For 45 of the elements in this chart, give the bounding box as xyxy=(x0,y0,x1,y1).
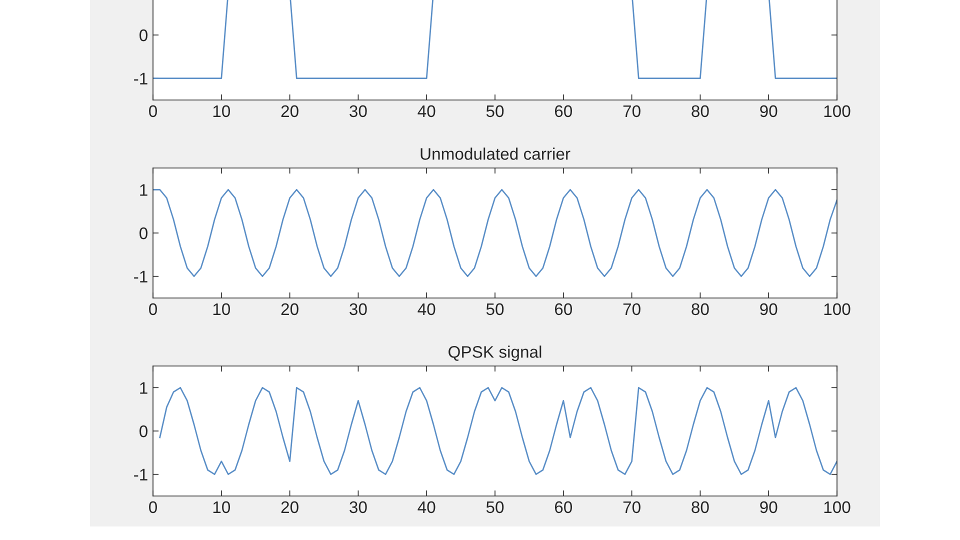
chart-title: Unmodulated carrier xyxy=(420,148,570,160)
x-tick-label: 50 xyxy=(486,105,504,118)
y-tick-label: -1 xyxy=(134,468,148,480)
x-tick-label: 60 xyxy=(554,105,572,118)
x-tick-label: 40 xyxy=(418,105,436,118)
x-tick-label: 80 xyxy=(692,105,709,118)
x-tick-label: 10 xyxy=(213,501,230,514)
x-tick-label: 100 xyxy=(824,501,850,514)
x-tick-label: 70 xyxy=(623,501,640,514)
x-tick-label: 60 xyxy=(554,303,572,316)
x-tick-label: 70 xyxy=(623,105,640,118)
line-series xyxy=(153,188,837,278)
x-tick-label: 10 xyxy=(213,303,230,316)
x-tick-label: 70 xyxy=(623,303,640,316)
x-tick-label: 0 xyxy=(149,105,157,118)
x-tick-label: 30 xyxy=(350,105,367,118)
x-tick-label: 50 xyxy=(486,303,504,316)
x-tick-label: 20 xyxy=(281,501,298,514)
x-tick-label: 10 xyxy=(213,105,230,118)
x-tick-label: 60 xyxy=(554,501,572,514)
line-series xyxy=(159,386,837,476)
y-tick-label: 0 xyxy=(140,29,148,42)
y-tick-label: 1 xyxy=(140,184,148,196)
x-tick-label: 90 xyxy=(760,501,778,514)
x-tick-label: 80 xyxy=(692,501,709,514)
chart-title: QPSK signal xyxy=(448,346,542,362)
y-tick-label: 0 xyxy=(140,227,148,240)
x-tick-label: 100 xyxy=(824,303,850,316)
y-tick-label: 0 xyxy=(140,425,148,438)
y-tick-label: -1 xyxy=(134,270,148,282)
x-tick-label: 0 xyxy=(149,303,157,316)
x-tick-label: 90 xyxy=(760,303,778,316)
x-tick-label: 90 xyxy=(760,105,778,118)
y-tick-label: 1 xyxy=(140,382,148,394)
x-tick-label: 20 xyxy=(281,105,298,118)
x-tick-label: 40 xyxy=(418,303,436,316)
x-tick-label: 20 xyxy=(281,303,298,316)
x-tick-label: 30 xyxy=(350,501,367,514)
x-tick-label: 40 xyxy=(418,501,436,514)
x-tick-label: 50 xyxy=(486,501,504,514)
x-tick-label: 100 xyxy=(824,105,850,118)
x-tick-label: 80 xyxy=(692,303,709,316)
x-tick-label: 0 xyxy=(149,501,157,514)
y-tick-label: -1 xyxy=(134,72,148,84)
x-tick-label: 30 xyxy=(350,303,367,316)
